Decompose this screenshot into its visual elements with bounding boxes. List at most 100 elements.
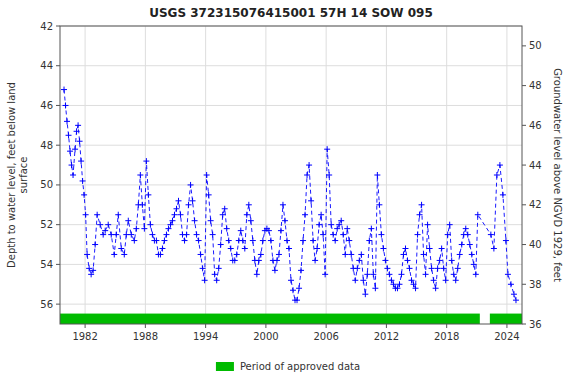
point-marker — [137, 172, 143, 178]
point-marker — [354, 265, 360, 271]
point-marker — [497, 162, 503, 168]
point-marker — [445, 232, 451, 238]
point-marker — [328, 222, 334, 228]
point-marker — [500, 192, 506, 198]
point-marker — [163, 232, 169, 238]
point-marker — [419, 202, 425, 208]
x-tick — [506, 324, 507, 328]
point-marker — [208, 218, 214, 224]
point-marker — [212, 271, 218, 277]
point-marker — [378, 232, 384, 238]
y2-tick — [522, 45, 526, 46]
point-marker — [356, 257, 362, 263]
y-tick-label: 44 — [40, 60, 53, 71]
point-marker — [266, 228, 272, 234]
point-marker — [312, 257, 318, 263]
point-marker — [63, 102, 69, 108]
point-marker — [475, 212, 481, 218]
point-marker — [84, 251, 90, 257]
point-marker — [200, 265, 206, 271]
y-grid-line — [60, 65, 522, 66]
y2-tick — [522, 125, 526, 126]
point-marker — [90, 267, 96, 273]
point-marker — [380, 246, 386, 252]
point-marker — [405, 257, 411, 263]
point-marker — [194, 232, 200, 238]
point-marker — [386, 271, 392, 277]
y-tick-label: 48 — [40, 140, 53, 151]
point-marker — [431, 277, 437, 283]
point-marker — [421, 251, 427, 257]
x-tick-label: 2024 — [494, 331, 519, 342]
point-marker — [435, 265, 441, 271]
plot-frame — [60, 26, 522, 324]
point-marker — [153, 238, 159, 244]
point-marker — [318, 212, 324, 218]
y2-tick-label: 38 — [529, 279, 542, 290]
point-marker — [248, 218, 254, 224]
point-marker — [342, 251, 348, 257]
point-marker — [494, 172, 500, 178]
point-marker — [441, 265, 447, 271]
point-marker — [250, 238, 256, 244]
point-marker — [294, 297, 300, 303]
point-marker — [214, 277, 220, 283]
y2-axis-label: Groundwater level above NGVD 1929, feet — [552, 68, 563, 282]
chart: 1982198819942000200620122018202442444648… — [0, 0, 576, 384]
point-marker — [455, 265, 461, 271]
point-marker — [427, 246, 433, 252]
point-marker — [224, 226, 230, 232]
point-marker — [346, 238, 352, 244]
point-marker — [77, 138, 83, 144]
y-tick-label: 54 — [40, 259, 53, 270]
point-marker — [286, 246, 292, 252]
point-marker — [81, 192, 87, 198]
point-marker — [72, 146, 78, 152]
x-tick-label: 1988 — [133, 331, 158, 342]
legend: Period of approved data — [216, 361, 360, 372]
point-marker — [206, 192, 212, 198]
y-tick-label: 56 — [40, 299, 53, 310]
point-marker — [70, 172, 76, 178]
point-marker — [186, 202, 192, 208]
point-marker — [467, 242, 473, 248]
y-tick — [56, 26, 60, 27]
point-marker — [220, 212, 226, 218]
point-marker — [202, 277, 208, 283]
y2-tick — [522, 204, 526, 205]
y-tick-label: 52 — [40, 219, 53, 230]
point-marker — [111, 251, 117, 257]
y-grid-line — [60, 264, 522, 265]
point-marker — [439, 246, 445, 252]
point-marker — [433, 285, 439, 291]
point-marker — [159, 246, 165, 252]
point-marker — [161, 238, 167, 244]
x-grid-line — [265, 26, 266, 324]
point-marker — [169, 218, 175, 224]
x-tick-label: 1994 — [193, 331, 218, 342]
point-marker — [370, 271, 376, 277]
point-marker — [94, 212, 100, 218]
plot-area — [60, 26, 522, 324]
point-marker — [300, 238, 306, 244]
point-marker — [457, 251, 463, 257]
point-marker — [268, 238, 274, 244]
point-marker — [348, 251, 354, 257]
point-marker — [69, 162, 75, 168]
point-marker — [447, 222, 453, 228]
point-marker — [176, 198, 182, 204]
x-tick-label: 2006 — [313, 331, 338, 342]
point-marker — [324, 146, 330, 152]
point-marker — [198, 251, 204, 257]
y2-tick — [522, 165, 526, 166]
point-marker — [242, 246, 248, 252]
point-marker — [508, 281, 514, 287]
point-marker — [78, 158, 84, 164]
point-marker — [302, 212, 308, 218]
point-marker — [358, 251, 364, 257]
point-marker — [278, 228, 284, 234]
point-marker — [451, 271, 457, 277]
y2-tick-label: 42 — [529, 199, 542, 210]
point-marker — [322, 271, 328, 277]
point-marker — [222, 206, 228, 212]
